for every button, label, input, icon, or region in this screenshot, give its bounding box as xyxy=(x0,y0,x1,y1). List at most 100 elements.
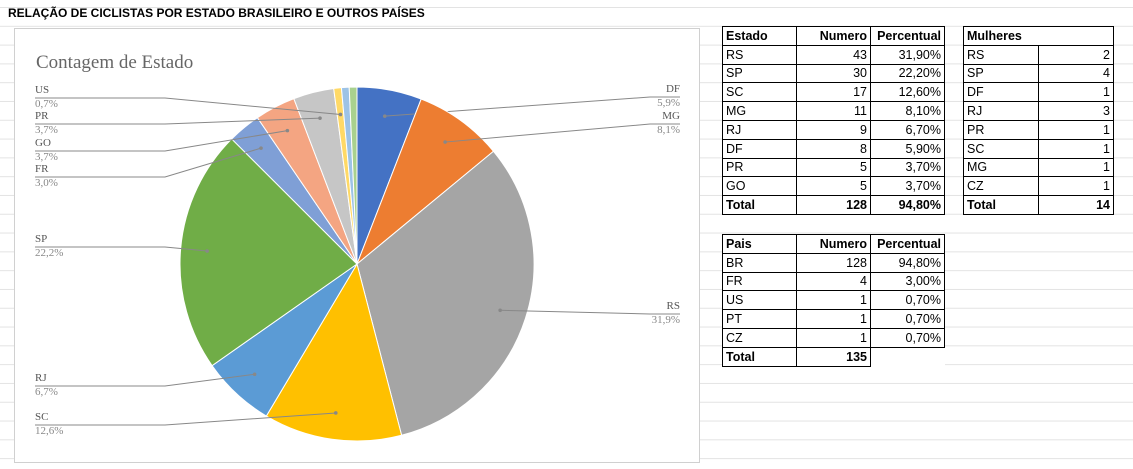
table-row: RS 2 xyxy=(963,44,1114,65)
table-row: SC 1 xyxy=(963,138,1114,159)
table-cell: 5 xyxy=(796,157,871,178)
slice-value-label: 3,0% xyxy=(35,177,58,189)
table-cell: 14 xyxy=(1038,195,1114,215)
slice-value-label: 22,2% xyxy=(35,247,63,259)
table-cell: Numero xyxy=(796,26,871,46)
table-row: BR 128 94,80% xyxy=(722,252,945,273)
table-cell: RJ xyxy=(722,119,797,140)
slice-value-label: 5,9% xyxy=(657,97,680,109)
table-row: GO 5 3,70% xyxy=(722,176,945,197)
table-cell: 1 xyxy=(1038,176,1114,197)
slice-value-label: 3,7% xyxy=(35,151,58,163)
table-cell: 0,70% xyxy=(870,327,945,348)
table-cell: 17 xyxy=(796,82,871,103)
slice-label: RJ xyxy=(35,372,47,384)
slice-value-label: 6,7% xyxy=(35,386,58,398)
mulheres-table: Mulheres RS 2 SP 4 DF 1 RJ 3 PR 1 SC 1 MG 1 CZ 1 Total 14 xyxy=(963,26,1114,215)
table-cell: 5,90% xyxy=(870,138,945,159)
table-cell: SP xyxy=(963,63,1039,84)
table-cell: 94,80% xyxy=(870,252,945,273)
pais-table: Pais Numero Percentual BR 128 94,80% FR 4 3,00% U… xyxy=(722,234,945,367)
table-row: FR 4 3,00% xyxy=(722,271,945,292)
table-cell: 1 xyxy=(1038,82,1114,103)
table-row: Mulheres xyxy=(963,26,1114,46)
table-cell: 12,60% xyxy=(870,82,945,103)
pie-slice xyxy=(265,262,403,442)
slice-label: PR xyxy=(35,110,49,122)
table-cell: US xyxy=(722,290,797,311)
table-cell: BR xyxy=(722,252,797,273)
table-cell: Total xyxy=(722,195,797,215)
table-row: SP 4 xyxy=(963,63,1114,84)
table-row: Total 128 94,80% xyxy=(722,195,945,215)
table-cell: 30 xyxy=(796,63,871,84)
slice-label: SP xyxy=(35,233,47,245)
table-cell: DF xyxy=(963,82,1039,103)
table-cell: 3,00% xyxy=(870,271,945,292)
table-cell: 31,90% xyxy=(870,44,945,65)
leader-line xyxy=(35,147,262,178)
table-cell: 6,70% xyxy=(870,119,945,140)
table-cell: 3 xyxy=(1038,101,1114,121)
pie-slice xyxy=(356,150,535,436)
table-cell: 1 xyxy=(796,290,871,311)
table-cell: 8,10% xyxy=(870,101,945,121)
table-row: Estado Numero Percentual xyxy=(722,26,945,46)
leader-dot xyxy=(333,411,338,415)
table-cell: 8 xyxy=(796,138,871,159)
leader-dot xyxy=(338,112,343,117)
leader-line xyxy=(35,246,208,252)
slice-value-label: 3,7% xyxy=(35,124,58,136)
leader-dot xyxy=(443,140,447,144)
leader-dot xyxy=(382,114,387,118)
table-cell: Estado xyxy=(722,26,797,46)
table-cell: DF xyxy=(722,138,797,159)
table-cell: Mulheres xyxy=(963,26,1114,46)
table-row: MG 1 xyxy=(963,157,1114,178)
table-cell: 1 xyxy=(796,327,871,348)
sheet-title: RELAÇÃO DE CICLISTAS POR ESTADO BRASILEI… xyxy=(8,6,425,20)
table-cell: MG xyxy=(722,101,797,121)
leader-dot xyxy=(259,146,263,150)
chart-title: Contagem de Estado xyxy=(36,52,193,73)
slice-value-label: 12,6% xyxy=(35,425,63,437)
leader-line xyxy=(35,373,255,387)
table-cell: 1 xyxy=(1038,119,1114,140)
table-row: PT 1 0,70% xyxy=(722,309,945,329)
leader-line xyxy=(35,130,288,152)
table-cell: 3,70% xyxy=(870,176,945,197)
leader-line xyxy=(445,123,680,143)
leader-dot xyxy=(318,116,322,120)
slice-label: US xyxy=(35,84,49,96)
table-row: RJ 3 xyxy=(963,101,1114,121)
table-cell: 3,70% xyxy=(870,157,945,178)
table-cell: RJ xyxy=(963,101,1039,121)
slice-label: SC xyxy=(35,411,48,423)
table-cell: MG xyxy=(963,157,1039,178)
table-row: MG 11 8,10% xyxy=(722,101,945,121)
table-cell: 128 xyxy=(796,195,871,215)
table-row: SC 17 12,60% xyxy=(722,82,945,103)
slice-label: RS xyxy=(667,300,680,312)
table-cell: Percentual xyxy=(870,26,945,46)
table-row: US 1 0,70% xyxy=(722,290,945,311)
table-row: Total 135 xyxy=(722,346,945,367)
table-cell: RS xyxy=(963,44,1039,65)
table-cell: FR xyxy=(722,271,797,292)
leader-dot xyxy=(498,308,502,313)
table-cell: 11 xyxy=(796,101,871,121)
table-cell: 1 xyxy=(1038,157,1114,178)
slice-label: DF xyxy=(666,83,680,95)
slice-value-label: 31,9% xyxy=(652,314,680,326)
table-cell: PT xyxy=(722,309,797,329)
table-cell: PR xyxy=(722,157,797,178)
table-cell: Total xyxy=(722,346,797,367)
table-cell: SP xyxy=(722,63,797,84)
leader-dot xyxy=(285,128,290,133)
table-row: RJ 9 6,70% xyxy=(722,119,945,140)
table-cell: 4 xyxy=(796,271,871,292)
table-cell: 5 xyxy=(796,176,871,197)
table-cell: 43 xyxy=(796,44,871,65)
table-cell: SC xyxy=(963,138,1039,159)
